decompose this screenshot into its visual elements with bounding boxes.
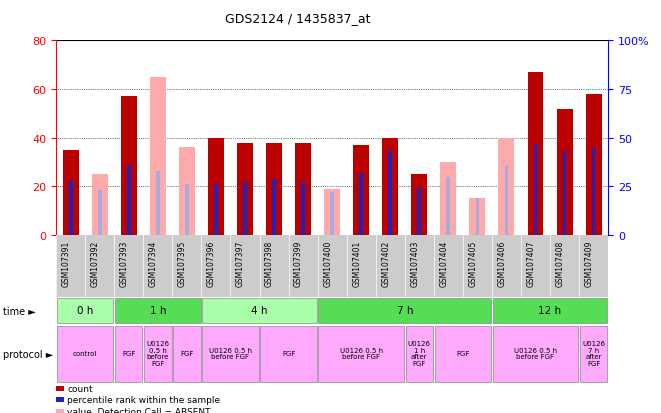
Bar [411,175,427,235]
Bar [301,183,305,235]
Text: GSM107397: GSM107397 [236,240,245,287]
Text: U0126
0.5 h
before
FGF: U0126 0.5 h before FGF [146,340,169,366]
Text: time ►: time ► [3,306,36,316]
Bar [498,138,514,235]
Text: U0126 0.5 h
before FGF: U0126 0.5 h before FGF [340,347,383,359]
Text: GSM107409: GSM107409 [584,240,594,287]
Bar [208,138,224,235]
Bar [243,183,247,235]
Bar [266,143,282,235]
Bar [98,191,102,235]
Bar [382,138,398,235]
Bar [260,326,317,382]
Text: 12 h: 12 h [539,305,562,315]
Text: GSM107399: GSM107399 [294,240,303,287]
Bar [592,148,596,235]
Bar [527,73,543,235]
Text: GSM107404: GSM107404 [440,240,448,287]
Bar [92,175,108,235]
Bar [202,299,317,323]
Text: GSM107391: GSM107391 [61,240,71,287]
Bar [272,179,276,235]
Bar [469,199,485,235]
Text: 7 h: 7 h [397,305,413,315]
Bar [295,143,311,235]
Text: FGF: FGF [282,350,295,356]
Text: control: control [73,350,97,356]
Text: FGF: FGF [180,350,194,356]
Bar [504,166,508,235]
Bar [353,146,369,235]
Bar [580,326,607,382]
Bar [121,97,137,235]
Bar [324,189,340,235]
Bar [57,299,114,323]
Text: 4 h: 4 h [251,305,268,315]
Bar [533,144,537,235]
Text: value, Detection Call = ABSENT: value, Detection Call = ABSENT [67,407,211,413]
Bar [63,150,79,235]
Text: GSM107393: GSM107393 [120,240,129,287]
Bar [389,152,392,235]
Text: GSM107394: GSM107394 [149,240,158,287]
Bar [69,181,73,235]
Bar [319,326,404,382]
Bar [417,189,421,235]
Text: 0 h: 0 h [77,305,93,315]
Bar [144,326,171,382]
Text: U0126
1 h
after
FGF: U0126 1 h after FGF [408,340,431,366]
Bar [435,326,491,382]
Text: GSM107396: GSM107396 [207,240,216,287]
Text: GSM107398: GSM107398 [265,240,274,287]
Bar [493,299,607,323]
Bar [475,199,479,235]
Text: FGF: FGF [122,350,136,356]
Bar [563,152,566,235]
Bar [214,185,218,235]
Text: U0126
7 h
after
FGF: U0126 7 h after FGF [582,340,605,366]
Bar [56,235,608,297]
Text: GSM107408: GSM107408 [555,240,564,287]
Text: U0126 0.5 h
before FGF: U0126 0.5 h before FGF [514,347,557,359]
Bar [360,173,363,235]
Text: GSM107405: GSM107405 [469,240,477,287]
Bar [156,171,160,235]
Bar [319,299,491,323]
Text: protocol ►: protocol ► [3,349,54,359]
Text: GSM107400: GSM107400 [323,240,332,287]
Text: GSM107392: GSM107392 [91,240,100,287]
Text: 1 h: 1 h [149,305,166,315]
Bar [446,177,450,235]
Text: count: count [67,384,93,393]
Bar [179,148,195,235]
Bar [173,326,200,382]
Bar [115,326,143,382]
Bar [150,78,166,235]
Text: FGF: FGF [456,350,469,356]
Text: GSM107401: GSM107401 [352,240,361,287]
Text: U0126 0.5 h
before FGF: U0126 0.5 h before FGF [209,347,252,359]
Text: GSM107395: GSM107395 [178,240,187,287]
Text: GSM107406: GSM107406 [498,240,506,287]
Bar [127,166,131,235]
Bar [115,299,200,323]
Bar [237,143,253,235]
Bar [406,326,433,382]
Text: percentile rank within the sample: percentile rank within the sample [67,395,221,404]
Bar [493,326,578,382]
Bar [330,193,334,235]
Bar [586,95,602,235]
Text: GDS2124 / 1435837_at: GDS2124 / 1435837_at [225,12,370,25]
Bar [185,185,189,235]
Text: GSM107407: GSM107407 [527,240,535,287]
Bar [557,109,572,235]
Bar [202,326,258,382]
Text: GSM107403: GSM107403 [410,240,419,287]
Bar [57,326,114,382]
Text: GSM107402: GSM107402 [381,240,390,287]
Bar [440,163,456,235]
